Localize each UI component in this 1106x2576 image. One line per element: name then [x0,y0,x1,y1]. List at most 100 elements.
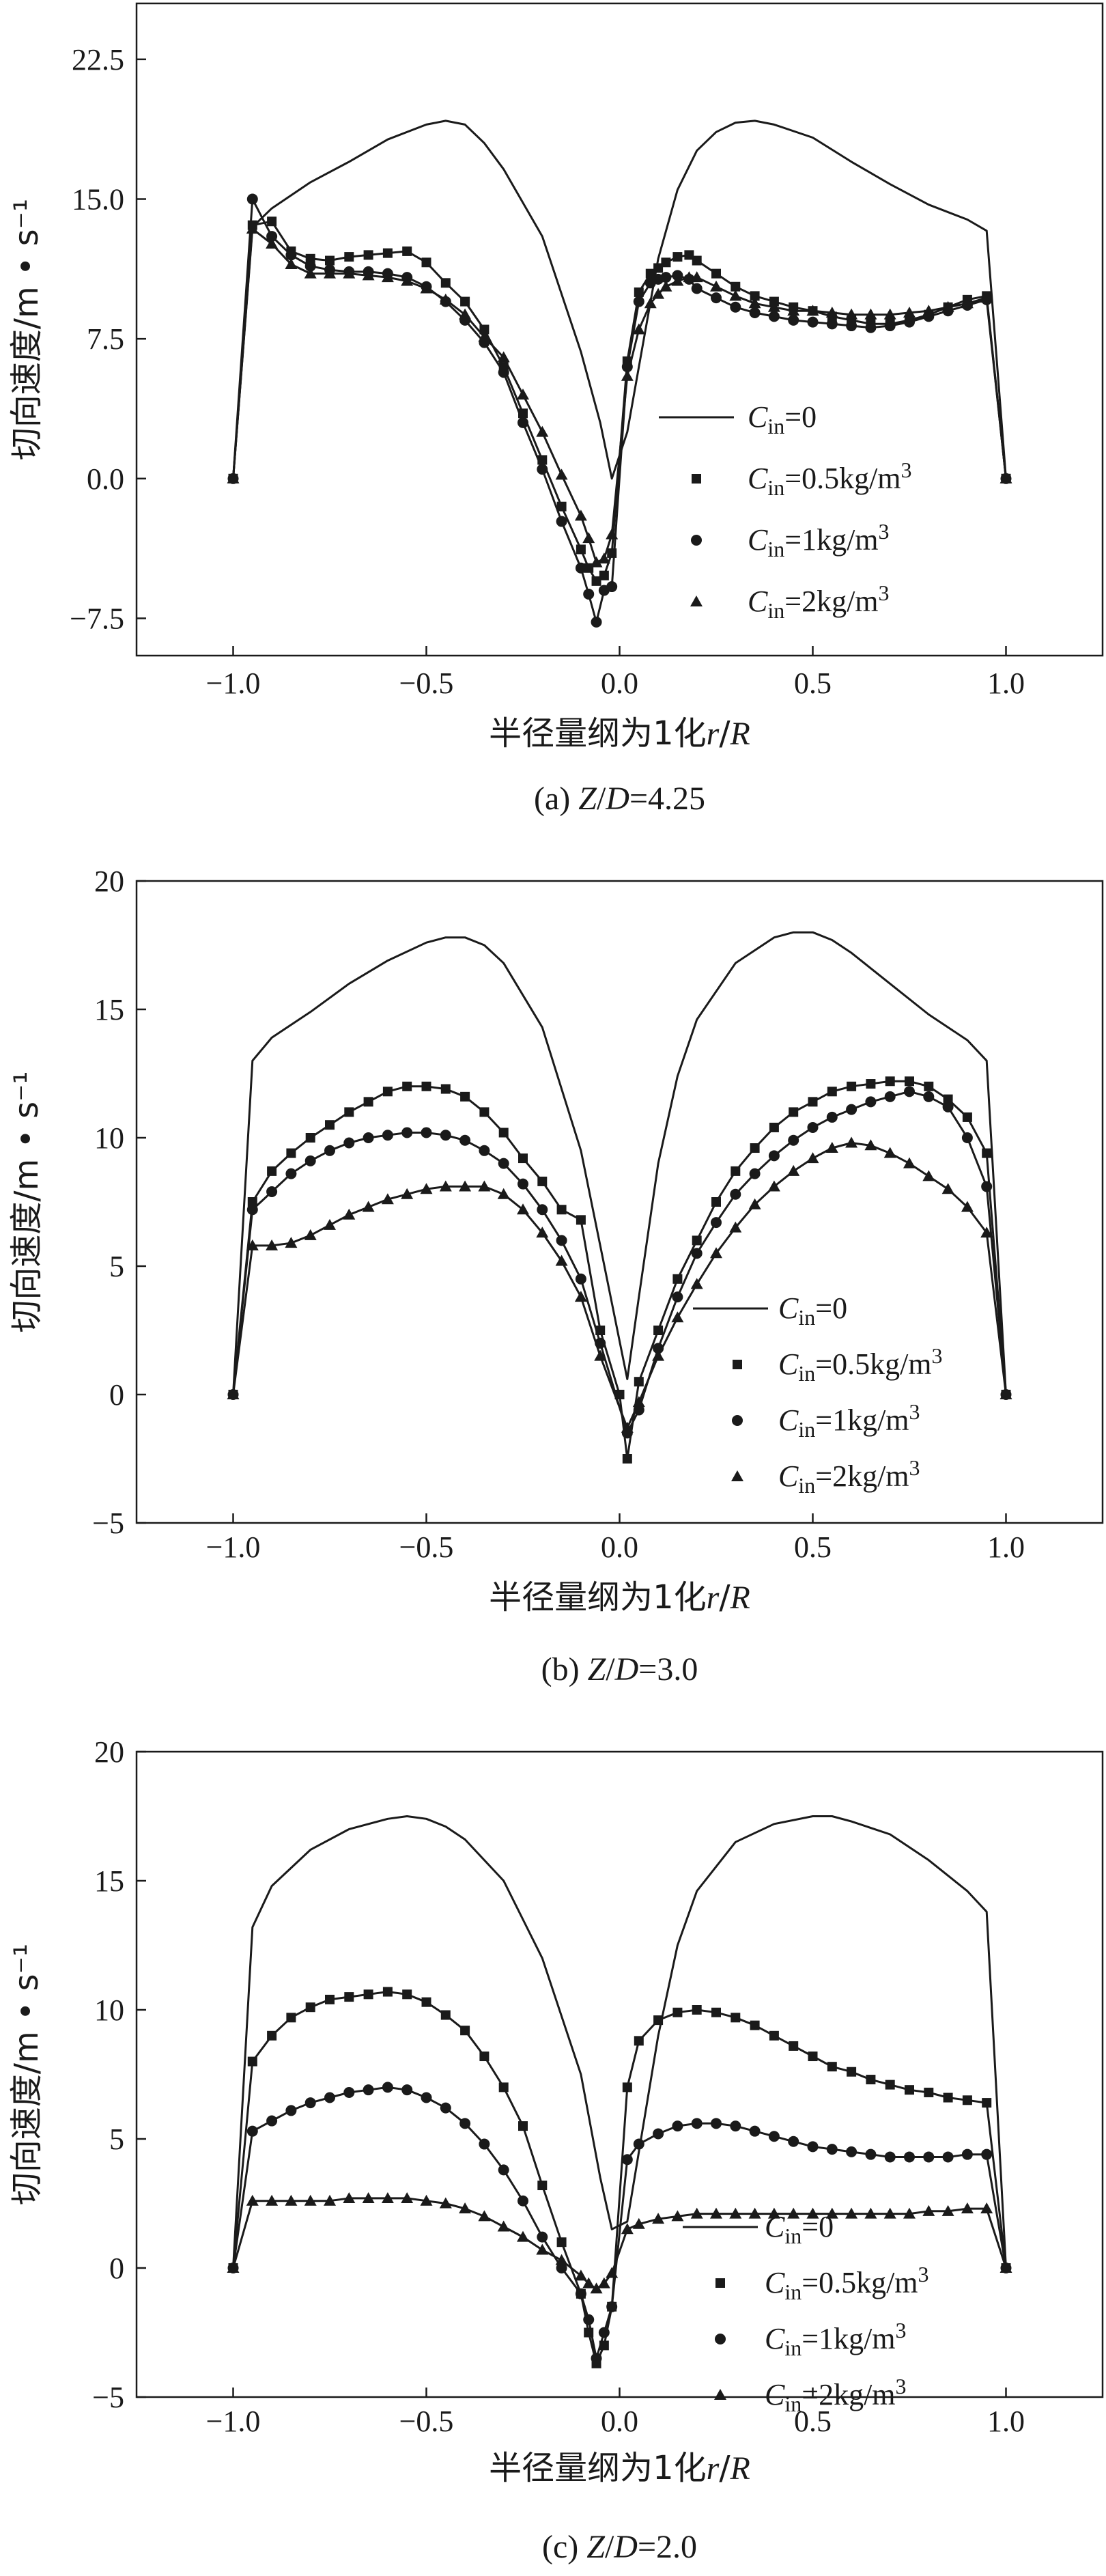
data-point [584,563,594,573]
legend-marker-swatch [690,596,703,606]
data-point [362,269,375,281]
data-point [574,509,587,521]
data-point [497,1188,510,1199]
x-tick-label: 0.0 [601,2405,638,2438]
y-axis-label: 切向速度/m • s⁻¹ [8,1071,46,1332]
data-point [497,351,510,363]
legend-label: Cin=0.5kg/m3 [765,2262,929,2304]
data-point [420,1183,433,1194]
data-point [962,2095,972,2105]
data-point [517,389,529,400]
data-point [622,2082,632,2092]
data-point [690,271,703,283]
y-tick-label: 0.0 [87,462,124,496]
data-point [324,1218,336,1230]
data-point [517,417,528,428]
data-point [826,1111,838,1123]
chart-panel: −1.0 −0.5 0.0 0.5 1.0 −5 0 5 10 15 20 Cin=0 Cin=0.5k… [8,865,1104,1688]
x-tick-label: 0.5 [794,1530,832,1564]
data-point [324,2092,335,2103]
data-point [555,468,568,480]
panel-caption: (b) Z/D=3.0 [541,1651,698,1688]
x-tick-label: 0.5 [794,667,832,700]
y-tick-label: 10 [94,1993,124,2027]
data-point [304,260,316,272]
data-point [556,501,567,512]
data-point [672,2007,683,2017]
x-axis-label: 半径量纲为1化r/R [489,2449,750,2487]
data-point [941,2204,954,2216]
data-point [730,2120,741,2132]
data-point [498,2164,509,2176]
data-point [518,1153,528,1164]
data-point [266,237,279,249]
data-point [768,311,780,322]
data-point [660,272,672,283]
data-point [401,2192,414,2203]
data-point [479,324,490,335]
data-point [598,2327,610,2338]
data-point [864,2207,877,2219]
x-tick-label: 1.0 [987,2405,1025,2438]
data-point [922,2204,935,2216]
legend-label: Cin=0.5kg/m3 [748,458,912,500]
data-point [923,1091,935,1102]
data-point [634,2036,644,2046]
y-axis-label: 切向速度/m • s⁻¹ [8,1944,46,2205]
data-point [556,2237,567,2248]
data-point [690,2207,703,2219]
data-point [246,1204,258,1216]
data-point [750,291,760,301]
data-point [767,1180,780,1192]
x-tick-label: −0.5 [399,1530,454,1564]
data-point [671,2210,684,2222]
data-point [999,472,1012,484]
data-point [599,570,609,580]
data-point [729,1221,742,1233]
data-point [748,1198,761,1209]
legend-marker-swatch [715,2278,725,2288]
data-point [343,2086,355,2098]
data-point [825,306,838,318]
data-point [536,425,549,437]
data-point [808,2052,818,2062]
legend-marker-swatch [691,535,702,546]
data-point [980,2202,993,2214]
data-point [923,2151,935,2163]
legend-marker-swatch [733,1360,742,1369]
data-point [382,1987,393,1997]
data-point [671,275,684,286]
data-point [645,268,655,279]
y-tick-label: −5 [92,1507,124,1540]
data-point [653,1326,664,1335]
data-point [575,2288,586,2299]
data-point [305,253,315,264]
data-point [633,296,644,307]
data-point [582,532,595,544]
data-point [556,516,567,527]
data-point [884,1091,896,1102]
data-point [421,257,431,268]
data-point [439,293,452,305]
y-tick-label: 15.0 [72,183,124,216]
data-point [420,2194,433,2206]
data-point [324,2194,336,2206]
series-line [232,198,1007,624]
data-point [729,2207,742,2219]
x-tick-label: −1.0 [206,2405,261,2438]
data-point [826,2144,838,2155]
data-point [827,2062,837,2072]
data-point [769,2030,779,2041]
data-point [768,2131,780,2142]
data-point [731,1166,741,1176]
data-point [846,320,857,332]
data-point [285,2105,297,2116]
data-point [806,2207,819,2219]
data-point [401,2084,413,2096]
data-point [845,308,858,320]
data-point [517,2230,529,2242]
data-point [962,1112,972,1122]
y-tick-label: 5 [109,1250,124,1283]
legend-label: Cin=2kg/m3 [778,1455,920,1498]
data-point [866,2075,876,2085]
